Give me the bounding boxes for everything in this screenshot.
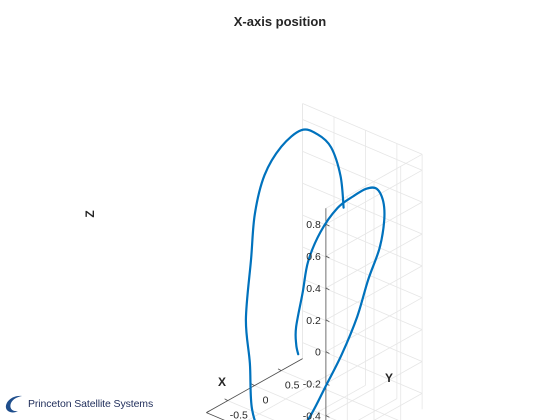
plot-area: [244, 128, 386, 420]
z-tick-label: 0.4: [306, 283, 321, 295]
z-tick-mark: [325, 287, 330, 291]
gridline-floor-x: [357, 398, 398, 420]
z-tick-mark: [325, 351, 330, 354]
z-tick-labels: 0.80.60.40.20-0.2-0.4-0.6: [303, 219, 321, 420]
panel-edge: [325, 153, 423, 209]
grid-panels: [206, 103, 423, 420]
gridline-wall-y-horizontal: [302, 310, 423, 362]
z-tick-mark: [325, 223, 330, 227]
z-tick-label: 0: [315, 347, 321, 359]
z-tick-mark: [325, 319, 330, 323]
gridline-wall-y-horizontal: [302, 182, 423, 235]
y-axis-label: Y: [385, 371, 393, 385]
y-tick-mark: [277, 368, 282, 371]
axes: [206, 208, 330, 420]
y-tick-mark: [251, 383, 255, 386]
x-axis-label: X: [218, 375, 226, 389]
y-tick-mark: [224, 398, 228, 401]
gridline-wall-x-horizontal: [373, 393, 423, 420]
gridline-wall-y-horizontal: [302, 214, 423, 267]
gridline-wall-y-horizontal: [302, 246, 423, 299]
z-tick-label: 0.8: [306, 219, 321, 231]
gridline-wall-x-horizontal: [325, 169, 423, 225]
y-tick-label: -0.5: [230, 410, 248, 420]
gridline-floor-y: [281, 370, 399, 420]
gridline-floor-y: [227, 400, 275, 420]
chart-title: X-axis position: [234, 14, 327, 29]
gridline-wall-y-horizontal: [302, 278, 423, 330]
series-line: [244, 128, 386, 420]
panel-edge: [302, 103, 423, 155]
z-tick-mark: [325, 415, 330, 418]
gridline-wall-y-horizontal: [302, 342, 423, 394]
y-tick-label: 0.5: [285, 380, 300, 392]
gridline-wall-y-horizontal: [302, 119, 423, 171]
z-tick-label: -0.4: [303, 411, 321, 420]
z-tick-label: 0.6: [306, 251, 321, 263]
brand-name: Princeton Satellite Systems: [28, 398, 154, 410]
y-tick-labels: -0.5 0 0.5: [230, 380, 300, 420]
y-tick-label: 0: [263, 395, 269, 407]
z-tick-label: 0.2: [306, 315, 321, 327]
z-tick-mark: [325, 255, 330, 259]
x-tick-mark: [206, 410, 210, 413]
brand-footer: Princeton Satellite Systems: [4, 392, 153, 416]
gridline-wall-x-horizontal: [325, 201, 423, 257]
gridline-wall-x-horizontal: [325, 297, 423, 353]
z-tick-label: -0.2: [303, 379, 321, 391]
gridline-wall-x-horizontal: [325, 329, 423, 384]
princeton-satellite-logo-icon: [5, 395, 22, 413]
gridline-wall-x-horizontal: [325, 361, 423, 416]
z-axis-label: Z: [83, 210, 97, 217]
gridline-wall-y-horizontal: [302, 151, 423, 203]
gridline-wall-x-horizontal: [325, 265, 423, 321]
